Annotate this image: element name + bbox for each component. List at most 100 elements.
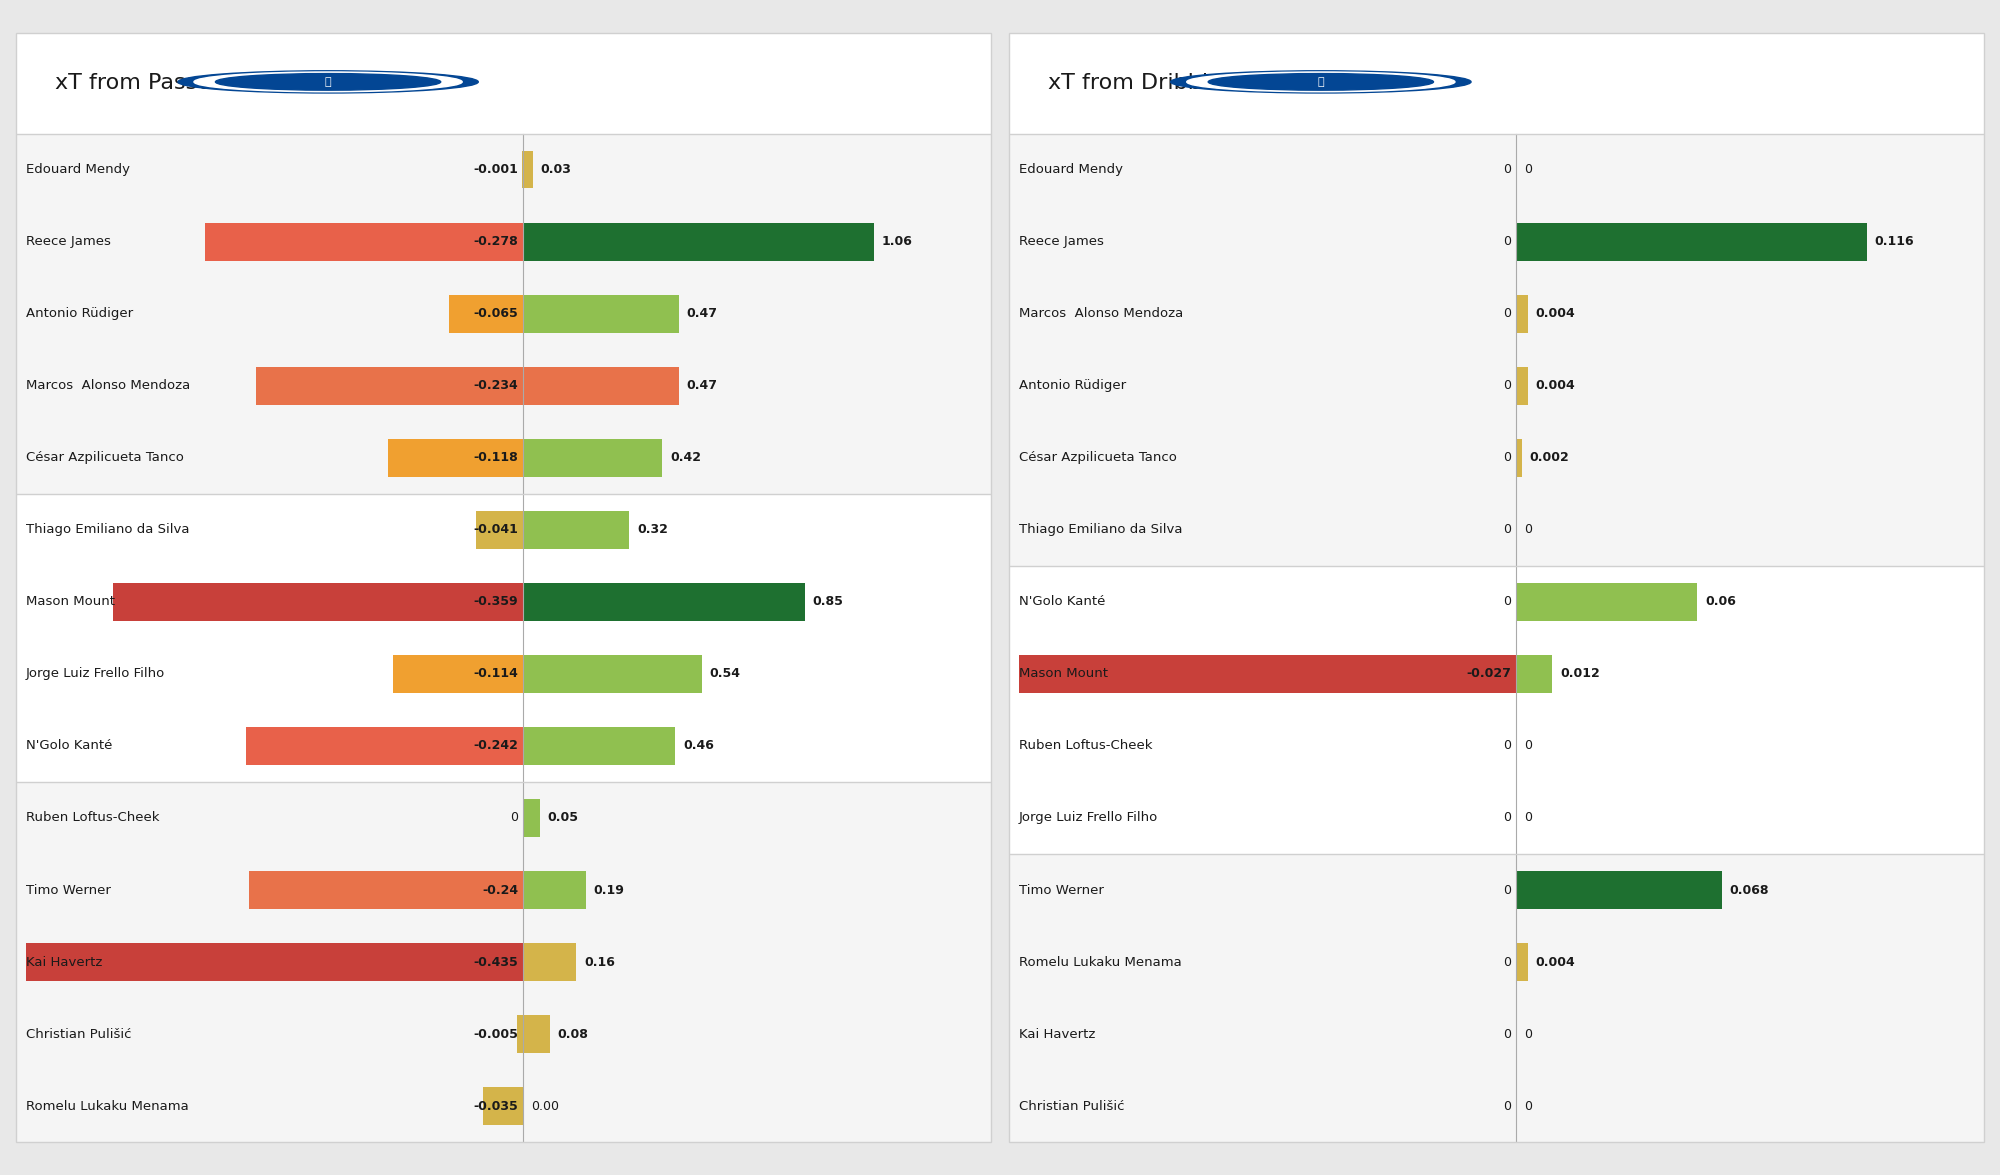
Bar [524, 872, 586, 908]
Text: -0.041: -0.041 [474, 523, 518, 536]
Text: Christian Pulišić: Christian Pulišić [1018, 1100, 1124, 1113]
Bar [1516, 367, 1528, 404]
Circle shape [1208, 74, 1434, 90]
Text: -0.435: -0.435 [474, 955, 518, 968]
Bar [1516, 944, 1528, 981]
Text: 0: 0 [510, 812, 518, 825]
Bar [26, 944, 524, 981]
Circle shape [194, 72, 462, 92]
Bar [16, 33, 992, 134]
Text: 0.47: 0.47 [686, 380, 718, 392]
Bar [448, 295, 524, 333]
Text: 0: 0 [1504, 1028, 1512, 1041]
Bar [16, 494, 992, 783]
Text: 0: 0 [1524, 523, 1532, 536]
Text: -0.118: -0.118 [474, 451, 518, 464]
Bar [388, 439, 524, 477]
Text: Antonio Rüdiger: Antonio Rüdiger [1018, 380, 1126, 392]
Text: Kai Havertz: Kai Havertz [1018, 1028, 1094, 1041]
Text: Timo Werner: Timo Werner [1018, 884, 1104, 897]
Text: Reece James: Reece James [1018, 235, 1104, 248]
Text: 0: 0 [1504, 884, 1512, 897]
Text: Romelu Lukaku Menama: Romelu Lukaku Menama [26, 1100, 188, 1113]
Text: Timo Werner: Timo Werner [26, 884, 110, 897]
Bar [524, 439, 662, 477]
Bar [484, 1087, 524, 1124]
Text: N'Golo Kanté: N'Golo Kanté [26, 739, 112, 752]
Bar [1008, 33, 1984, 134]
Text: -0.027: -0.027 [1466, 667, 1512, 680]
Text: -0.359: -0.359 [474, 596, 518, 609]
Text: Marcos  Alonso Mendoza: Marcos Alonso Mendoza [26, 380, 190, 392]
Text: César Azpilicueta Tanco: César Azpilicueta Tanco [26, 451, 184, 464]
Text: 0: 0 [1504, 163, 1512, 176]
Bar [256, 367, 524, 404]
Text: Romelu Lukaku Menama: Romelu Lukaku Menama [1018, 955, 1182, 968]
Bar [16, 783, 992, 1142]
Text: 0.16: 0.16 [584, 955, 614, 968]
Bar [524, 727, 676, 765]
Bar [1018, 656, 1516, 692]
Circle shape [1170, 70, 1472, 93]
Text: 0.47: 0.47 [686, 308, 718, 321]
Bar [16, 134, 992, 494]
Text: 0.06: 0.06 [1706, 596, 1736, 609]
Text: 0: 0 [1504, 596, 1512, 609]
Text: xT from Passes: xT from Passes [56, 73, 222, 93]
Bar [206, 223, 524, 261]
Text: 0: 0 [1524, 739, 1532, 752]
Text: 0.46: 0.46 [684, 739, 714, 752]
Text: Thiago Emiliano da Silva: Thiago Emiliano da Silva [26, 523, 190, 536]
Text: 0: 0 [1504, 1100, 1512, 1113]
Text: Thiago Emiliano da Silva: Thiago Emiliano da Silva [1018, 523, 1182, 536]
Text: -0.242: -0.242 [474, 739, 518, 752]
Text: 0.85: 0.85 [812, 596, 844, 609]
Text: Ruben Loftus-Cheek: Ruben Loftus-Cheek [26, 812, 160, 825]
Text: -0.001: -0.001 [474, 163, 518, 176]
Text: 0: 0 [1504, 380, 1512, 392]
Text: 0: 0 [1504, 955, 1512, 968]
Text: -0.114: -0.114 [474, 667, 518, 680]
Bar [524, 511, 630, 549]
Bar [524, 223, 874, 261]
Bar [524, 1015, 550, 1053]
Text: 0: 0 [1504, 235, 1512, 248]
Text: 0: 0 [1504, 523, 1512, 536]
Text: -0.24: -0.24 [482, 884, 518, 897]
Circle shape [178, 70, 478, 93]
Bar [112, 583, 524, 620]
Text: 0.004: 0.004 [1536, 955, 1576, 968]
Bar [524, 656, 702, 692]
Text: 0.004: 0.004 [1536, 380, 1576, 392]
Text: -0.278: -0.278 [474, 235, 518, 248]
Bar [1516, 656, 1552, 692]
Text: 0.03: 0.03 [540, 163, 572, 176]
Text: 0: 0 [1504, 739, 1512, 752]
Bar [392, 656, 524, 692]
Bar [1008, 566, 1984, 854]
Text: 0.05: 0.05 [548, 812, 578, 825]
Text: Jorge Luiz Frello Filho: Jorge Luiz Frello Filho [1018, 812, 1158, 825]
Text: César Azpilicueta Tanco: César Azpilicueta Tanco [1018, 451, 1176, 464]
Text: ⚽: ⚽ [324, 76, 332, 87]
Bar [1008, 134, 1984, 566]
Text: Jorge Luiz Frello Filho: Jorge Luiz Frello Filho [26, 667, 166, 680]
Text: Edouard Mendy: Edouard Mendy [26, 163, 130, 176]
Text: -0.035: -0.035 [474, 1100, 518, 1113]
Bar [1008, 854, 1984, 1142]
Bar [1516, 439, 1522, 477]
Text: Marcos  Alonso Mendoza: Marcos Alonso Mendoza [1018, 308, 1182, 321]
Text: 0: 0 [1524, 1100, 1532, 1113]
Bar [524, 295, 678, 333]
Bar [248, 872, 524, 908]
Text: 0.00: 0.00 [530, 1100, 558, 1113]
Bar [1516, 583, 1698, 620]
Text: Kai Havertz: Kai Havertz [26, 955, 102, 968]
Text: 0.002: 0.002 [1530, 451, 1570, 464]
Bar [518, 1015, 524, 1053]
Text: 0.54: 0.54 [710, 667, 740, 680]
Bar [1516, 223, 1866, 261]
Text: 0: 0 [1524, 812, 1532, 825]
Bar [1516, 295, 1528, 333]
Text: Mason Mount: Mason Mount [26, 596, 114, 609]
